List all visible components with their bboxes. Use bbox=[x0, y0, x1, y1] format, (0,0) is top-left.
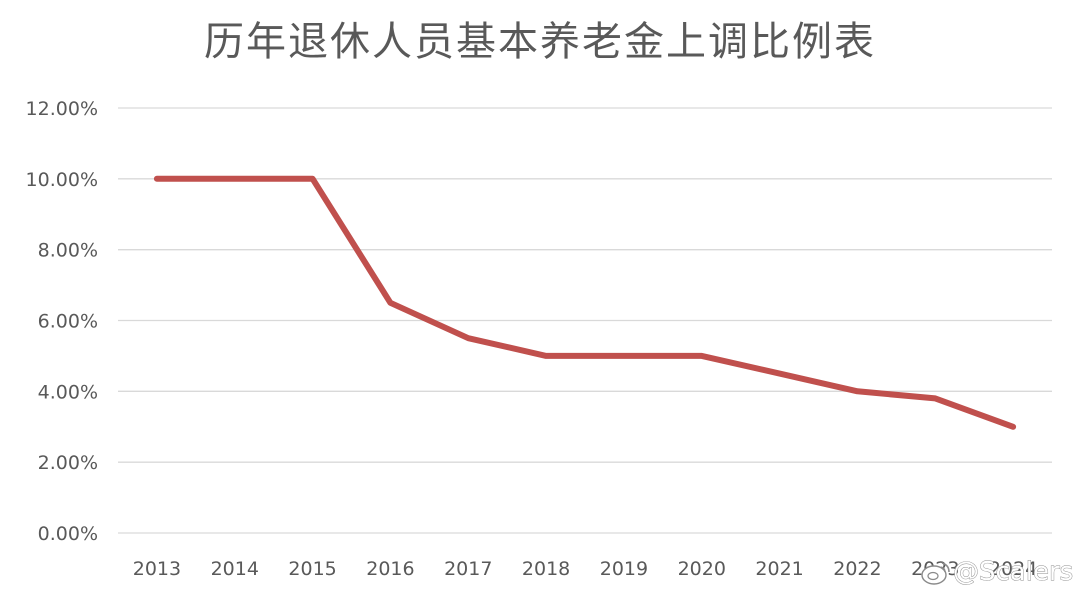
x-tick-label: 2015 bbox=[288, 558, 336, 580]
y-tick-label: 2.00% bbox=[38, 452, 98, 474]
gridlines bbox=[118, 107, 1052, 534]
y-tick-label: 8.00% bbox=[38, 240, 98, 262]
chart-title: 历年退休人员基本养老金上调比例表 bbox=[204, 19, 876, 65]
x-tick-label: 2021 bbox=[755, 558, 803, 580]
x-axis-ticks: 2013 2014 2015 2016 2017 2018 2019 2020 2021 2022… bbox=[133, 558, 1038, 580]
watermark: @Scalers bbox=[921, 557, 1074, 587]
x-tick-label: 2017 bbox=[444, 558, 492, 580]
weibo-logo-icon bbox=[921, 562, 950, 585]
y-tick-label: 10.00% bbox=[26, 169, 98, 191]
y-tick-label: 4.00% bbox=[38, 381, 98, 403]
x-tick-label: 2014 bbox=[211, 558, 259, 580]
y-tick-label: 6.00% bbox=[38, 311, 98, 333]
x-tick-label: 2013 bbox=[133, 558, 181, 580]
x-tick-label: 2016 bbox=[366, 558, 414, 580]
series-group bbox=[153, 175, 1017, 430]
x-tick-label: 2022 bbox=[833, 558, 881, 580]
x-tick-label: 2024 bbox=[989, 558, 1037, 580]
y-tick-label: 12.00% bbox=[26, 98, 98, 120]
x-tick-label: 2020 bbox=[678, 558, 726, 580]
watermark-text: @Scalers bbox=[953, 557, 1073, 587]
x-tick-label: 2018 bbox=[522, 558, 570, 580]
y-tick-label: 0.00% bbox=[38, 523, 98, 545]
y-axis-ticks: 0.00% 2.00% 4.00% 6.00% 8.00% 10.00% 12.00% bbox=[26, 98, 98, 545]
x-tick-label: 2019 bbox=[600, 558, 648, 580]
series-line bbox=[153, 175, 1017, 430]
